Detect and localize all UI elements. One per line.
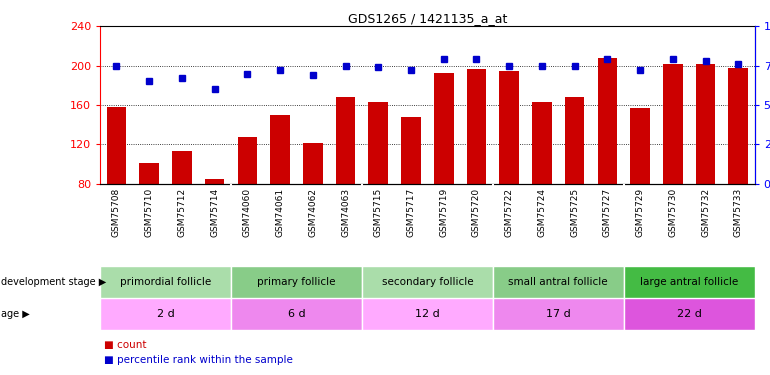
Bar [401,117,420,184]
Text: GSM75719: GSM75719 [439,188,448,237]
Text: 22 d: 22 d [677,309,701,319]
Bar [500,70,519,184]
Text: GSM75715: GSM75715 [373,188,383,237]
Text: GSM75722: GSM75722 [504,188,514,237]
Text: GSM75729: GSM75729 [635,188,644,237]
Bar [303,143,323,184]
Text: 2 d: 2 d [156,309,175,319]
Text: GSM75725: GSM75725 [570,188,579,237]
Bar [172,151,192,184]
Text: ■ percentile rank within the sample: ■ percentile rank within the sample [104,355,293,365]
Text: GSM74060: GSM74060 [243,188,252,237]
Text: GSM75720: GSM75720 [472,188,481,237]
Bar [231,298,362,330]
Text: primordial follicle: primordial follicle [120,277,211,287]
Text: 6 d: 6 d [288,309,305,319]
Text: GSM75708: GSM75708 [112,188,121,237]
Text: GSM75732: GSM75732 [701,188,710,237]
Bar [624,298,755,330]
Text: 17 d: 17 d [546,309,571,319]
Bar [564,97,584,184]
Bar [532,102,551,184]
Text: GSM75712: GSM75712 [177,188,186,237]
Text: GSM75714: GSM75714 [210,188,219,237]
Bar [663,64,683,184]
Text: GSM75730: GSM75730 [668,188,678,237]
Text: GSM75727: GSM75727 [603,188,612,237]
Bar [100,298,231,330]
Text: GSM74063: GSM74063 [341,188,350,237]
Bar [106,107,126,184]
Text: GSM74061: GSM74061 [276,188,285,237]
Bar [362,298,493,330]
Bar [467,69,487,184]
Bar [728,68,748,184]
Bar [336,97,356,184]
Bar [369,102,388,184]
Bar [100,266,231,298]
Text: large antral follicle: large antral follicle [640,277,738,287]
Bar [139,163,159,184]
Bar [434,72,454,184]
Text: GSM74062: GSM74062 [308,188,317,237]
Bar [231,266,362,298]
Bar [624,266,755,298]
Bar [493,298,624,330]
Text: GSM75724: GSM75724 [537,188,547,237]
Bar [598,58,618,184]
Bar [630,108,650,184]
Text: small antral follicle: small antral follicle [508,277,608,287]
Text: GSM75710: GSM75710 [145,188,154,237]
Text: primary follicle: primary follicle [257,277,336,287]
Bar [362,266,493,298]
Text: GSM75717: GSM75717 [407,188,416,237]
Bar [696,64,715,184]
Bar [493,266,624,298]
Text: development stage ▶: development stage ▶ [1,277,106,287]
Text: age ▶: age ▶ [1,309,29,319]
Text: GSM75733: GSM75733 [734,188,743,237]
Text: ■ count: ■ count [104,340,146,350]
Text: secondary follicle: secondary follicle [382,277,473,287]
Bar [237,138,257,184]
Bar [270,115,290,184]
Title: GDS1265 / 1421135_a_at: GDS1265 / 1421135_a_at [348,12,507,25]
Bar [205,179,225,184]
Text: 12 d: 12 d [415,309,440,319]
